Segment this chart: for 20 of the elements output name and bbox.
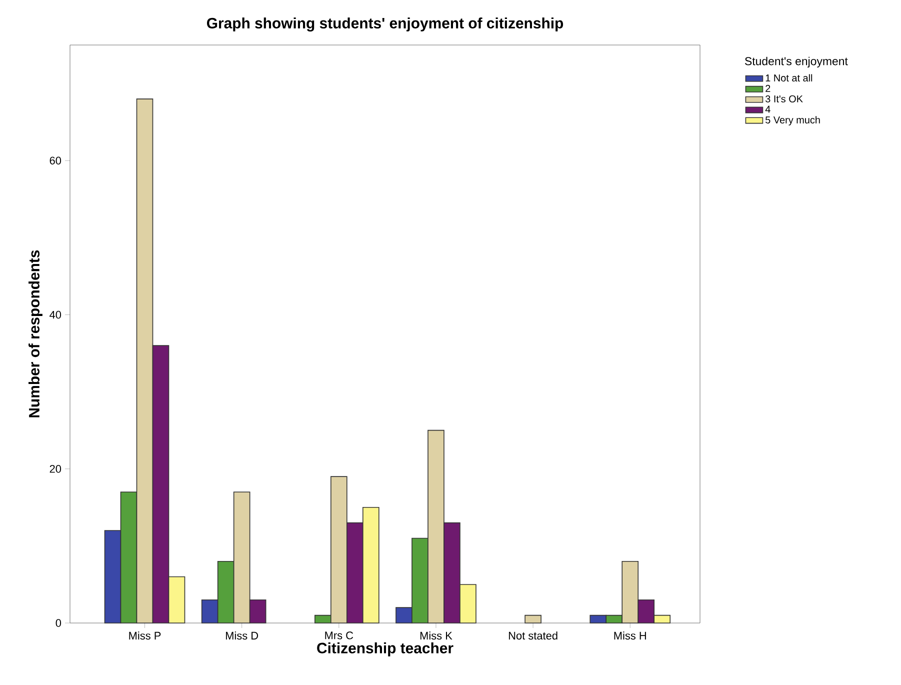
legend-label: 1 Not at all (766, 74, 812, 82)
legend-label: 2 (766, 84, 770, 92)
bar (524, 614, 542, 624)
chart-title: Graph showing students' enjoyment of citizenship (206, 18, 564, 32)
x-tick-label: Miss P (129, 632, 161, 640)
x-tick-label: Miss D (226, 632, 258, 640)
legend-label: 5 Very much (766, 116, 820, 126)
x-tick-label: Mrs C (325, 632, 354, 640)
y-tick-label: 20 (50, 465, 62, 473)
legend-label: 3 It's OK (765, 95, 803, 102)
x-axis-title: Citizenship teacher (317, 642, 454, 656)
legend-title: Student's enjoyment (744, 56, 848, 68)
y-tick-label: 0 (56, 619, 62, 627)
y-axis-title: Number of respondents (28, 250, 42, 418)
legend-label: 4 (765, 106, 770, 113)
x-tick-label: Miss H (614, 632, 646, 640)
y-tick-label: 40 (50, 310, 62, 319)
x-tick-label: Not stated (508, 632, 558, 640)
y-tick-label: 60 (50, 156, 62, 164)
x-tick-label: Miss K (420, 632, 452, 640)
